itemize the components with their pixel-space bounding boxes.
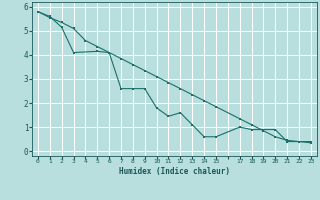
X-axis label: Humidex (Indice chaleur): Humidex (Indice chaleur) bbox=[119, 167, 230, 176]
